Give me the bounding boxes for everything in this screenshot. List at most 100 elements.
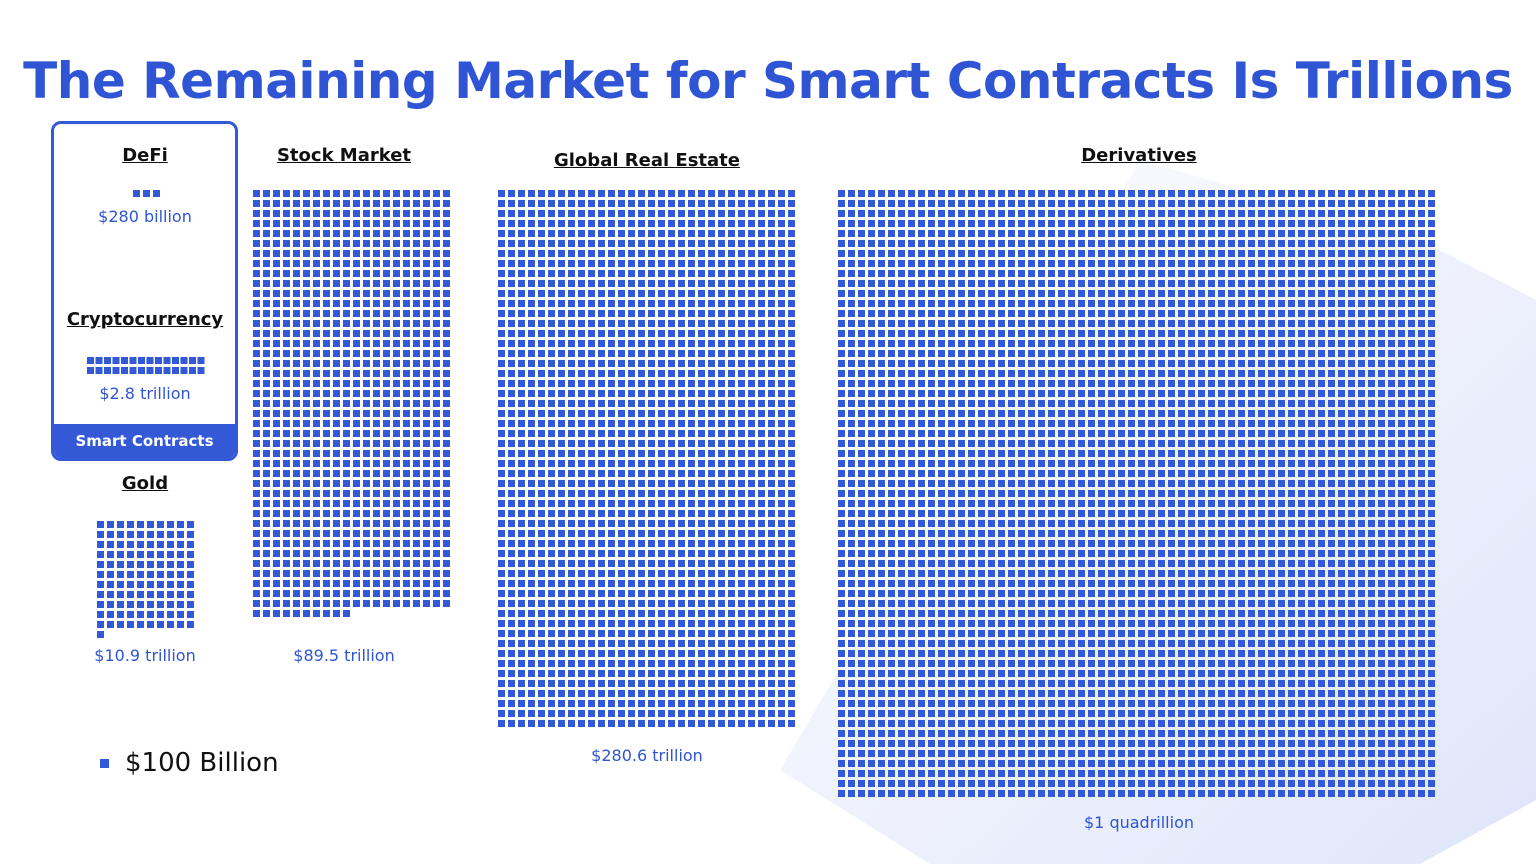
- waffle-square: [628, 360, 635, 367]
- waffle-square: [157, 521, 164, 528]
- waffle-square: [253, 590, 260, 597]
- waffle-square: [273, 200, 280, 207]
- waffle-square: [838, 200, 845, 207]
- waffle-square: [187, 571, 194, 578]
- waffle-square: [1078, 270, 1085, 277]
- waffle-square: [618, 300, 625, 307]
- waffle-square: [1328, 520, 1335, 527]
- waffle-square: [848, 380, 855, 387]
- waffle-square: [878, 410, 885, 417]
- waffle-square: [578, 330, 585, 337]
- waffle-square: [423, 560, 430, 567]
- waffle-square: [1058, 310, 1065, 317]
- waffle-square: [1428, 530, 1435, 537]
- waffle-square: [343, 430, 350, 437]
- waffle-square: [333, 340, 340, 347]
- waffle-square: [738, 210, 745, 217]
- waffle-square: [778, 400, 785, 407]
- waffle-square: [948, 490, 955, 497]
- waffle-square: [353, 200, 360, 207]
- waffle-square: [1268, 460, 1275, 467]
- waffle-square: [1268, 250, 1275, 257]
- waffle-square: [373, 530, 380, 537]
- waffle-square: [293, 590, 300, 597]
- waffle-square: [383, 430, 390, 437]
- waffle-square: [1038, 200, 1045, 207]
- waffle-square: [403, 300, 410, 307]
- waffle-square: [323, 300, 330, 307]
- waffle-square: [508, 460, 515, 467]
- waffle-square: [588, 280, 595, 287]
- waffle-square: [413, 350, 420, 357]
- waffle-square: [253, 240, 260, 247]
- waffle-square: [293, 300, 300, 307]
- waffle-square: [1168, 190, 1175, 197]
- waffle-square: [1298, 250, 1305, 257]
- waffle-square: [1288, 420, 1295, 427]
- waffle-square: [1248, 250, 1255, 257]
- waffle-square: [1198, 500, 1205, 507]
- waffle-square: [433, 540, 440, 547]
- waffle-square: [333, 270, 340, 277]
- waffle-square: [578, 630, 585, 637]
- waffle-square: [353, 590, 360, 597]
- waffle-square: [888, 430, 895, 437]
- waffle-square: [698, 280, 705, 287]
- waffle-square: [568, 710, 575, 717]
- waffle-square: [518, 480, 525, 487]
- waffle-square: [578, 490, 585, 497]
- waffle-square: [618, 600, 625, 607]
- waffle-square: [403, 400, 410, 407]
- waffle-square: [343, 590, 350, 597]
- waffle-square: [1208, 470, 1215, 477]
- waffle-square: [618, 480, 625, 487]
- waffle-square: [1378, 200, 1385, 207]
- waffle-square: [423, 410, 430, 417]
- waffle-square: [1008, 300, 1015, 307]
- waffle-square: [1138, 300, 1145, 307]
- waffle-square: [1018, 230, 1025, 237]
- waffle-square: [548, 220, 555, 227]
- waffle-square: [363, 570, 370, 577]
- waffle-square: [588, 610, 595, 617]
- waffle-square: [1398, 320, 1405, 327]
- waffle-square: [888, 380, 895, 387]
- waffle-square: [688, 630, 695, 637]
- waffle-square: [848, 280, 855, 287]
- waffle-square: [528, 720, 535, 727]
- waffle-square: [1398, 390, 1405, 397]
- waffle-square: [1278, 340, 1285, 347]
- waffle-square: [858, 300, 865, 307]
- waffle-square: [1228, 380, 1235, 387]
- waffle-square: [538, 710, 545, 717]
- waffle-square: [283, 600, 290, 607]
- waffle-square: [443, 320, 450, 327]
- waffle-square: [1008, 280, 1015, 287]
- waffle-square: [1208, 330, 1215, 337]
- waffle-square: [1398, 510, 1405, 517]
- waffle-square: [373, 280, 380, 287]
- waffle-square: [618, 400, 625, 407]
- waffle-square: [343, 360, 350, 367]
- waffle-square: [1208, 500, 1215, 507]
- waffle-square: [1028, 380, 1035, 387]
- waffle-square: [1308, 250, 1315, 257]
- waffle-square: [508, 530, 515, 537]
- waffle-square: [117, 521, 124, 528]
- waffle-square: [568, 400, 575, 407]
- waffle-square: [928, 210, 935, 217]
- waffle-square: [698, 670, 705, 677]
- waffle-square: [898, 470, 905, 477]
- waffle-square: [1078, 220, 1085, 227]
- waffle-square: [283, 580, 290, 587]
- waffle-square: [998, 260, 1005, 267]
- waffle-square: [1288, 250, 1295, 257]
- waffle-square: [293, 280, 300, 287]
- waffle-square: [568, 260, 575, 267]
- waffle-square: [628, 260, 635, 267]
- waffle-square: [1388, 340, 1395, 347]
- waffle-square: [403, 470, 410, 477]
- waffle-square: [748, 440, 755, 447]
- waffle-square: [373, 450, 380, 457]
- waffle-square: [1358, 380, 1365, 387]
